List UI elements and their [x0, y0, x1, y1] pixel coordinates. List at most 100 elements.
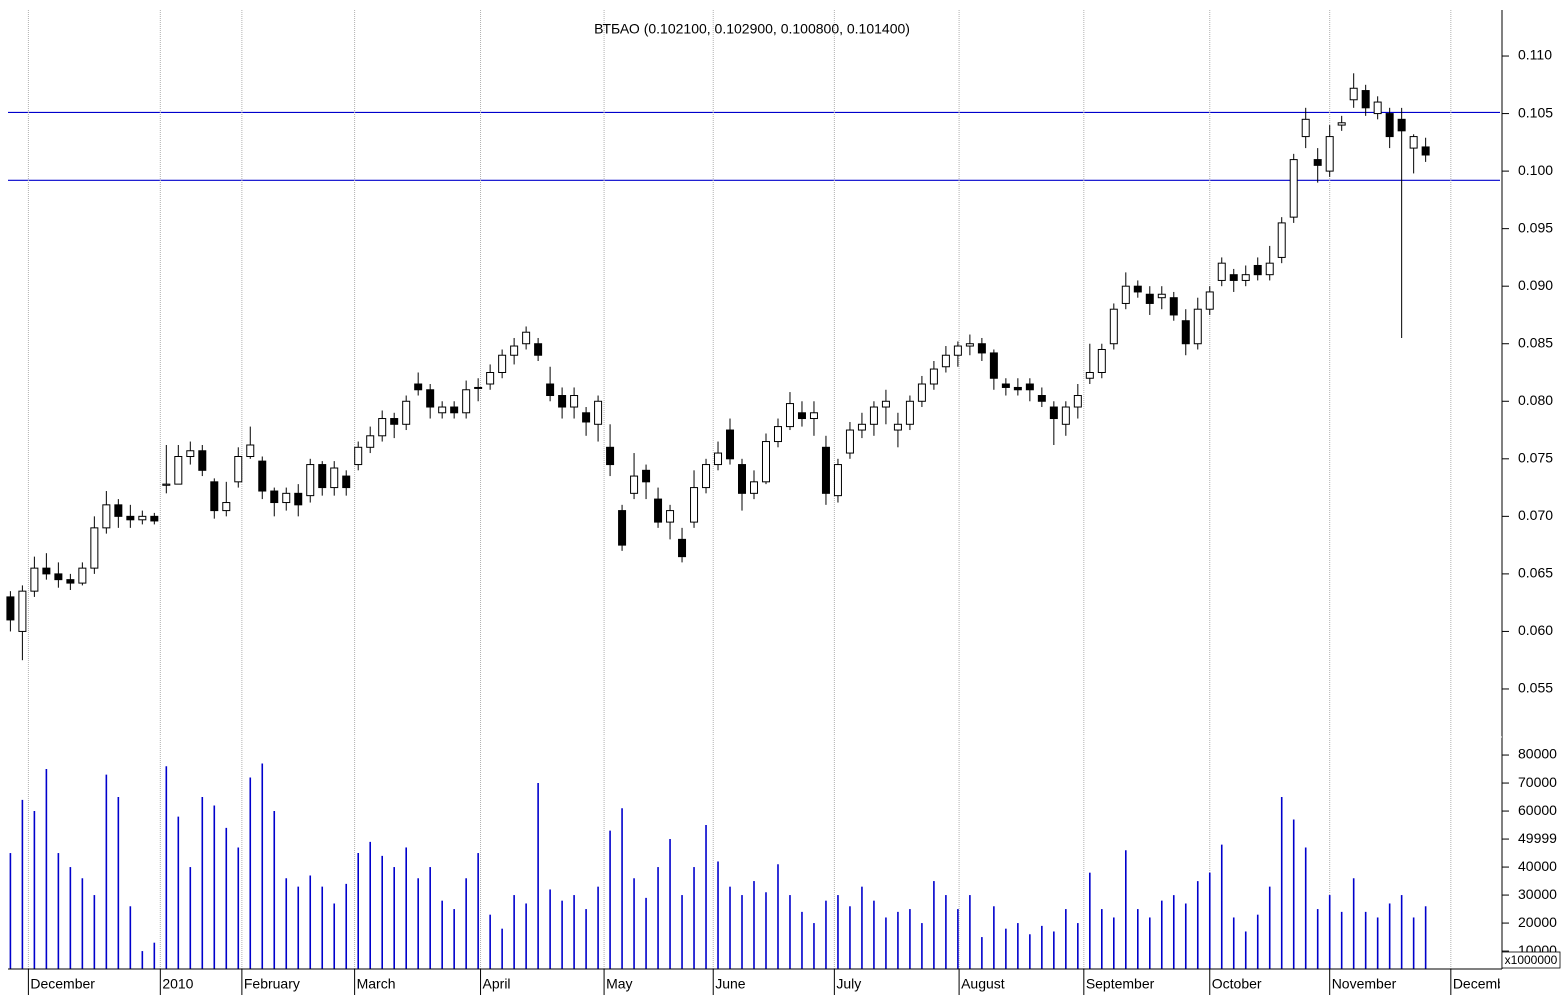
candle-body [426, 389, 435, 408]
candle-body [893, 423, 902, 431]
candle-body [1181, 320, 1190, 345]
y-tick-label: 80000 [1518, 746, 1557, 762]
candle-body [929, 368, 938, 385]
candle-body [18, 590, 27, 632]
candle-body [210, 481, 219, 512]
candle-body [1097, 348, 1106, 374]
candle-body [30, 567, 39, 592]
candle-body [294, 492, 303, 506]
candle-body [809, 412, 818, 420]
candle-body [402, 400, 411, 425]
candle-body [1193, 308, 1202, 345]
candle-body [1277, 222, 1286, 258]
candle-body [1265, 262, 1274, 276]
candle-body [738, 464, 747, 494]
candle-body [941, 354, 950, 368]
candle-body [258, 460, 267, 492]
candle-body [498, 354, 507, 374]
candle-body [917, 383, 926, 402]
y-tick-label: 30000 [1518, 886, 1557, 902]
x-tick-label: December [1453, 976, 1518, 992]
candle-body [702, 464, 711, 489]
x-tick-label: 2010 [162, 976, 193, 992]
candle-body [1133, 285, 1142, 293]
candle-body [546, 383, 555, 397]
candle-body [726, 429, 735, 460]
candle-body [989, 352, 998, 379]
candle-body [126, 515, 135, 521]
y-tick-label: 60000 [1518, 802, 1557, 818]
x-tick-label: March [357, 976, 396, 992]
candle-body [246, 444, 255, 458]
candle-body [594, 400, 603, 425]
candle-body [1025, 383, 1034, 391]
y-tick-label: 0.070 [1518, 507, 1553, 523]
candle-body [1085, 372, 1094, 379]
candle-body [857, 423, 866, 431]
candle-body [1325, 136, 1334, 172]
candle-body [390, 418, 399, 425]
candle-body [1373, 101, 1382, 115]
candle-body [522, 331, 531, 345]
candle-body [965, 343, 974, 347]
candle-body [414, 383, 423, 391]
candle-body [1229, 274, 1238, 281]
candle-body [1313, 159, 1322, 166]
grid-layer [8, 10, 1500, 969]
volume-multiplier: x1000000 [1505, 953, 1558, 967]
y-tick-label: 49999 [1518, 830, 1557, 846]
candle-body [378, 418, 387, 437]
candle-body [222, 502, 231, 512]
candle-body [1421, 146, 1430, 156]
y-tick-label: 0.085 [1518, 334, 1553, 350]
marks-layer [6, 73, 1430, 969]
x-tick-label: June [715, 976, 746, 992]
candle-body [881, 400, 890, 408]
candle-body [174, 456, 183, 485]
candle-body [630, 475, 639, 494]
candle-body [162, 483, 171, 486]
x-tick-label: September [1086, 976, 1155, 992]
candle-body [1001, 383, 1010, 388]
x-tick-label: October [1212, 976, 1262, 992]
candle-body [510, 345, 519, 356]
candle-body [66, 579, 75, 584]
candle-body [534, 343, 543, 356]
candle-body [1121, 285, 1130, 304]
candle-body [606, 446, 615, 466]
candle-body [1049, 406, 1058, 420]
candle-body [773, 426, 782, 443]
candle-body [1169, 297, 1178, 316]
candle-body [354, 446, 363, 466]
candle-body [1289, 159, 1298, 218]
candle-body [1037, 395, 1046, 402]
y-tick-label: 20000 [1518, 914, 1557, 930]
candle-body [54, 573, 63, 581]
candle-body [150, 515, 159, 522]
candle-body [234, 456, 243, 483]
candle-body [198, 450, 207, 471]
y-tick-label: 0.065 [1518, 565, 1553, 581]
y-tick-label: 0.060 [1518, 622, 1553, 638]
candle-body [821, 446, 830, 494]
candle-body [1061, 406, 1070, 425]
candle-body [1073, 395, 1082, 408]
candle-body [797, 412, 806, 420]
candle-body [78, 567, 87, 584]
candle-body [342, 475, 351, 489]
candle-body [90, 527, 99, 569]
x-tick-label: April [483, 976, 511, 992]
y-tick-label: 0.110 [1518, 47, 1552, 63]
candle-body [666, 510, 675, 523]
candle-body [438, 406, 447, 414]
y-tick-label: 70000 [1518, 774, 1557, 790]
candle-body [1337, 122, 1346, 126]
candle-body [558, 395, 567, 408]
candle-body [486, 372, 495, 385]
candle-body [977, 343, 986, 354]
x-tick-label: December [30, 976, 95, 992]
x-tick-label: February [244, 976, 300, 992]
candle-body [1145, 293, 1154, 304]
y-tick-label: 0.080 [1518, 392, 1553, 408]
